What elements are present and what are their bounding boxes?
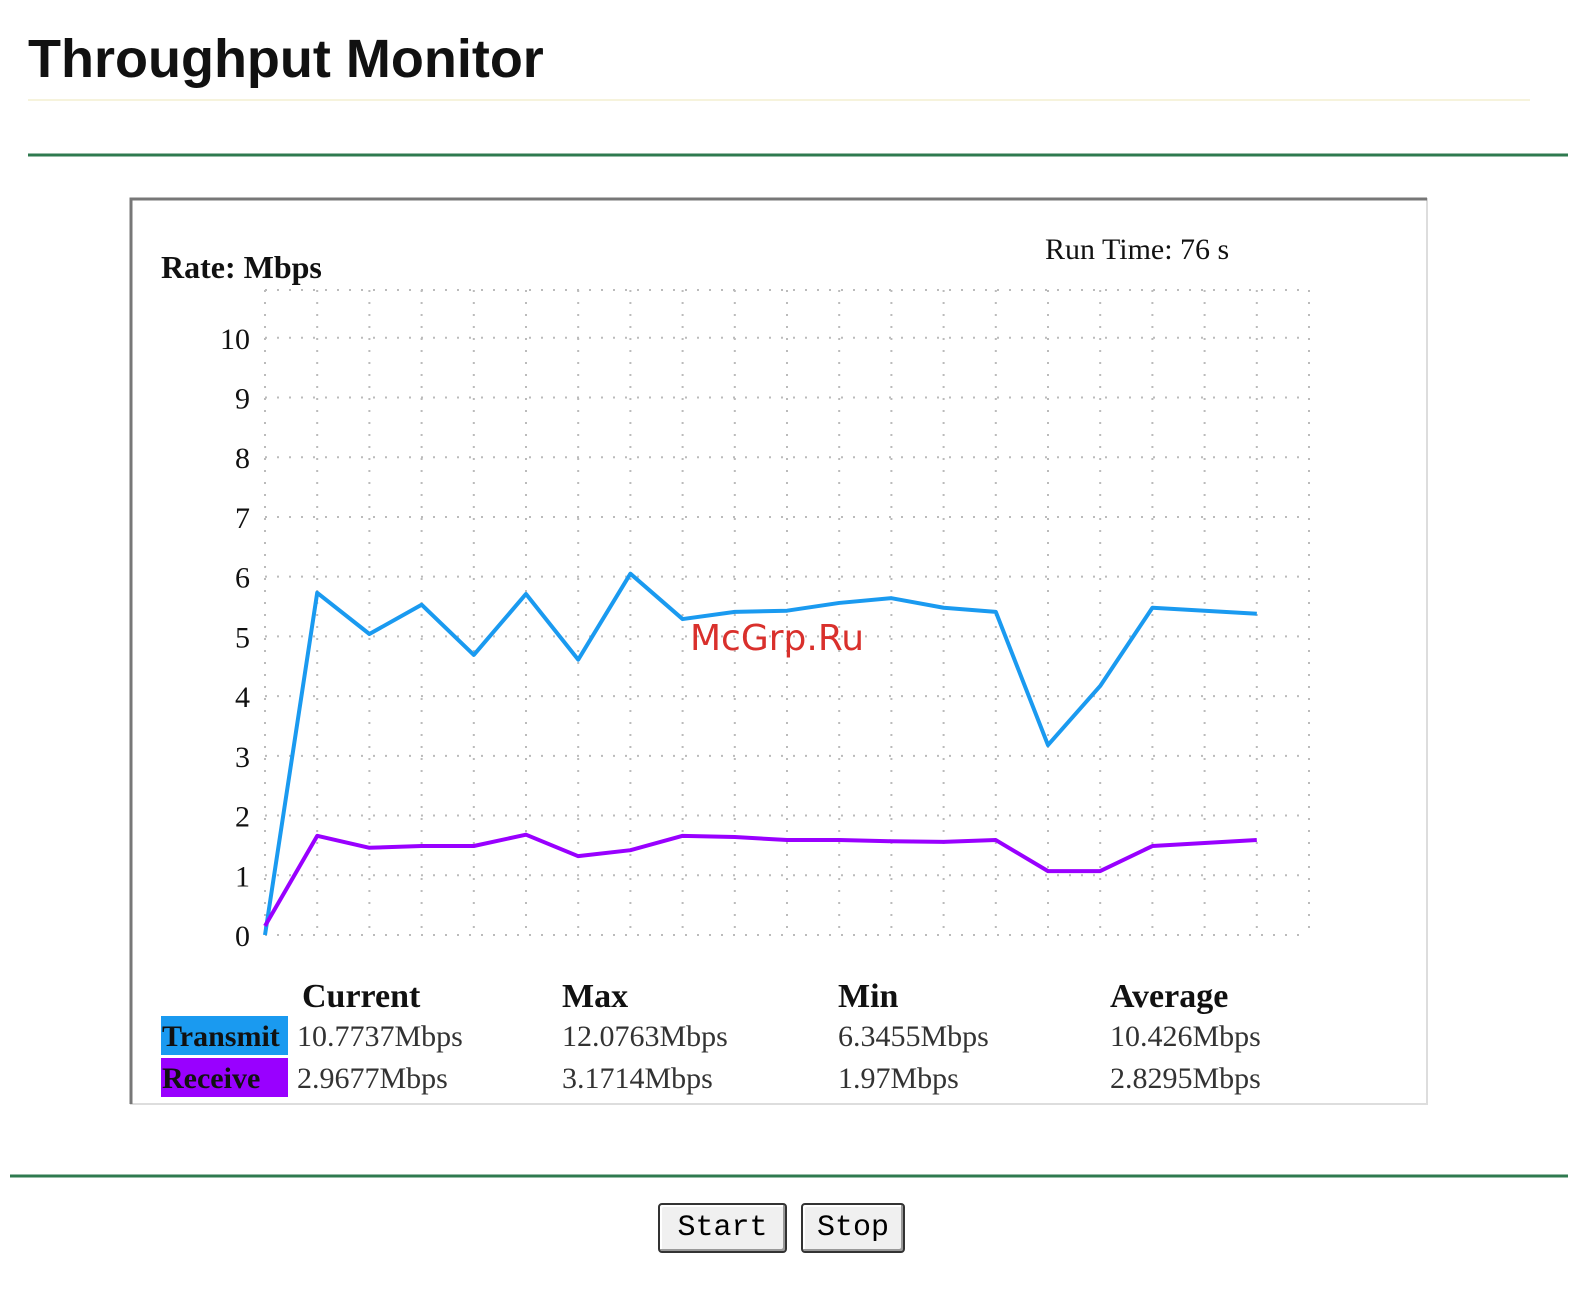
watermark: McGrp.Ru (690, 618, 864, 659)
stats-value: 1.97Mbps (838, 1062, 959, 1095)
stats-header: Min (838, 978, 899, 1015)
legend-swatch (161, 1016, 288, 1055)
stats-value: 10.426Mbps (1110, 1020, 1261, 1053)
stop-button[interactable]: Stop (801, 1203, 905, 1253)
legend-swatch (161, 1058, 288, 1097)
y-tick-label: 2 (235, 801, 250, 834)
y-tick-label: 3 (235, 741, 250, 774)
y-tick-label: 8 (235, 442, 250, 475)
stats-value: 12.0763Mbps (562, 1020, 728, 1053)
stats-header: Max (562, 978, 628, 1015)
y-tick-label: 0 (235, 920, 250, 953)
y-tick-label: 4 (235, 681, 250, 714)
page-title: Throughput Monitor (28, 29, 544, 89)
stats-value: 2.8295Mbps (1110, 1062, 1261, 1095)
y-tick-label: 7 (235, 502, 250, 535)
y-tick-label: 5 (235, 621, 250, 654)
y-tick-label: 6 (235, 562, 250, 595)
run-time: Run Time: 76 s (1045, 233, 1229, 266)
legend-label: Transmit (162, 1020, 280, 1053)
stats-value: 10.7737Mbps (297, 1020, 463, 1053)
series-line (263, 571, 1257, 936)
panel-bevel (129, 197, 1427, 1104)
legend-label: Receive (162, 1062, 260, 1095)
stats-value: 6.3455Mbps (838, 1020, 989, 1053)
start-button[interactable]: Start (658, 1203, 787, 1253)
stats-header: Current (302, 978, 421, 1015)
y-axis-label: Rate: Mbps (161, 249, 322, 285)
series-line (263, 832, 1257, 928)
y-tick-label: 1 (235, 860, 250, 893)
y-tick-label: 10 (220, 323, 250, 356)
stats-header: Average (1110, 978, 1228, 1015)
stats-value: 2.9677Mbps (297, 1062, 448, 1095)
stats-value: 3.1714Mbps (562, 1062, 713, 1095)
y-tick-label: 9 (235, 383, 250, 416)
